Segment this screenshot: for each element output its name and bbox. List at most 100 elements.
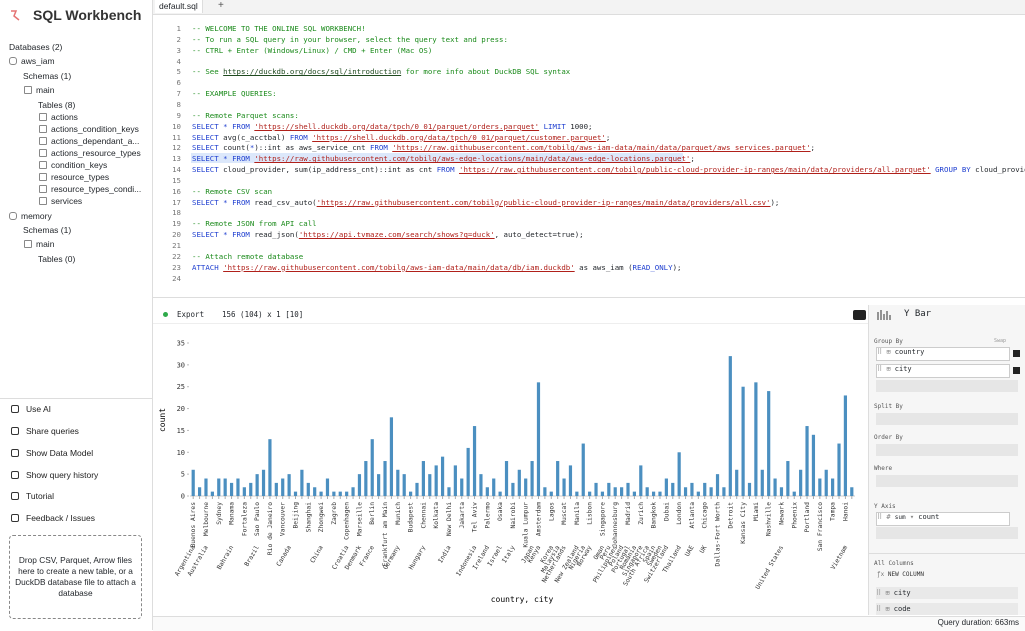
result-shape: 156 (104) x 1 [10]: [222, 310, 304, 319]
x-tick-label: Newark: [778, 502, 785, 525]
line-number: 16: [172, 186, 181, 196]
bar: [217, 478, 221, 496]
field-toggle[interactable]: [1013, 367, 1020, 374]
sidebar-action[interactable]: Share queries: [26, 426, 79, 436]
tree-item[interactable]: aws_iam: [21, 56, 55, 66]
sidebar-action[interactable]: Show query history: [26, 470, 99, 480]
tree-icon: [24, 240, 32, 248]
bar: [498, 491, 502, 496]
bar: [651, 491, 656, 496]
add-tab[interactable]: +: [218, 0, 224, 11]
column[interactable]: ⠿ ⊞ city: [876, 587, 1018, 599]
tree-item[interactable]: actions: [51, 112, 78, 122]
swap-button[interactable]: Swap: [994, 338, 1007, 344]
code-line: -- See https://duckdb.org/docs/sql/intro…: [192, 67, 571, 77]
tree-item[interactable]: actions_condition_keys: [51, 124, 139, 134]
bar: [632, 491, 636, 496]
field[interactable]: ⠿ # sum ▾ count: [876, 512, 1010, 526]
tree-item[interactable]: actions_resource_types: [51, 148, 141, 158]
code-line: SELECT * FROM read_csv_auto('https://raw…: [192, 197, 780, 207]
bar: [287, 474, 291, 496]
tab[interactable]: default.sql: [155, 0, 203, 13]
x-tick-label: Amsterdam: [535, 502, 542, 536]
bar: [613, 487, 617, 496]
code-line: -- Attach remote database: [192, 251, 304, 261]
new-column-button[interactable]: ƒx NEW COLUMN: [877, 571, 924, 578]
x-tick-label: Sydney: [216, 502, 223, 525]
bar: [197, 487, 202, 496]
export-button[interactable]: Export: [177, 310, 205, 319]
column[interactable]: ⠿ ⊞ code: [876, 603, 1018, 615]
editor[interactable]: 1 -- WELCOME TO THE ONLINE SQL WORKBENCH!…: [153, 14, 1025, 294]
field[interactable]: ⠿ ⊞ city: [876, 364, 1010, 378]
drop-slot[interactable]: [876, 413, 1018, 425]
sidebar-action[interactable]: Feedback / Issues: [26, 513, 95, 523]
field-toggle[interactable]: [1013, 350, 1020, 357]
tree-item[interactable]: Tables (8): [38, 100, 76, 110]
tree-item[interactable]: actions_dependant_a...: [51, 136, 140, 146]
field[interactable]: ⠿ ⊞ country: [876, 347, 1010, 361]
bar: [204, 478, 208, 496]
plugin-title[interactable]: Y Bar: [904, 309, 932, 319]
sidebar-action[interactable]: Tutorial: [26, 491, 55, 501]
x-tick-label: Beijing: [293, 502, 300, 529]
x-tick-label: London: [676, 502, 683, 525]
bar: [210, 491, 214, 496]
aggregate[interactable]: sum: [894, 514, 906, 521]
line-number: 7: [176, 89, 181, 99]
tab-bar: [153, 0, 1025, 15]
sidebar-action[interactable]: Show Data Model: [26, 448, 94, 458]
drop-slot[interactable]: [876, 527, 1018, 539]
x-tick-label: Muscat: [561, 502, 568, 525]
sidebar-action[interactable]: Use AI: [26, 404, 52, 414]
divider: [0, 398, 152, 399]
x-group-label: Brazil: [243, 544, 261, 567]
bar: [549, 491, 553, 496]
x-tick-label: Phoenix: [791, 502, 798, 529]
tree-item[interactable]: memory: [21, 211, 52, 221]
tree-item[interactable]: resource_types: [51, 172, 110, 182]
x-tick-label: Melbourne: [203, 502, 210, 536]
drop-slot[interactable]: [876, 380, 1018, 392]
bar: [306, 482, 310, 496]
column-name: city: [893, 589, 911, 597]
x-group-label: Italy: [501, 544, 517, 564]
x-tick-label: Hanoi: [842, 502, 849, 521]
bar: [581, 443, 585, 496]
bar: [396, 469, 400, 496]
bar: [325, 478, 330, 496]
tree-item[interactable]: services: [51, 196, 83, 206]
x-group-label: UK: [699, 544, 709, 554]
tree-item[interactable]: resource_types_condi...: [51, 184, 142, 194]
x-tick-label: Palermo: [484, 502, 491, 529]
tree-item[interactable]: main: [36, 85, 55, 95]
tree-item[interactable]: Databases (2): [9, 42, 63, 52]
tree-item[interactable]: main: [36, 239, 55, 249]
x-tick-label: Kolkata: [433, 502, 440, 529]
tree-icon: [24, 86, 32, 94]
bar: [818, 478, 822, 496]
x-tick-label: Frankfurt am Main: [382, 502, 389, 567]
bar: [364, 461, 368, 496]
tree-item[interactable]: Schemas (1): [23, 71, 72, 81]
bar: [236, 478, 240, 496]
x-group-label: Vietnam: [830, 544, 849, 571]
drop-zone[interactable]: Drop CSV, Parquet, Arrow files here to c…: [9, 535, 142, 619]
drop-slot[interactable]: [876, 475, 1018, 487]
y-tick-label: 20: [177, 405, 185, 413]
tree-item[interactable]: condition_keys: [51, 160, 108, 170]
bar: [466, 447, 470, 496]
bar: [300, 469, 304, 496]
bar: [811, 434, 816, 496]
toggle-panel[interactable]: [853, 310, 866, 320]
drop-slot[interactable]: [876, 444, 1018, 456]
bar: [428, 474, 432, 496]
y-axis-label: count: [158, 408, 167, 432]
bar: [747, 482, 752, 496]
y-tick-label: 35: [177, 340, 185, 348]
field-name: city: [894, 365, 912, 373]
tree-item[interactable]: Schemas (1): [23, 225, 72, 235]
tree-item[interactable]: Tables (0): [38, 254, 76, 264]
y-tick-label: 30: [177, 361, 185, 369]
splitter[interactable]: [153, 297, 1025, 298]
